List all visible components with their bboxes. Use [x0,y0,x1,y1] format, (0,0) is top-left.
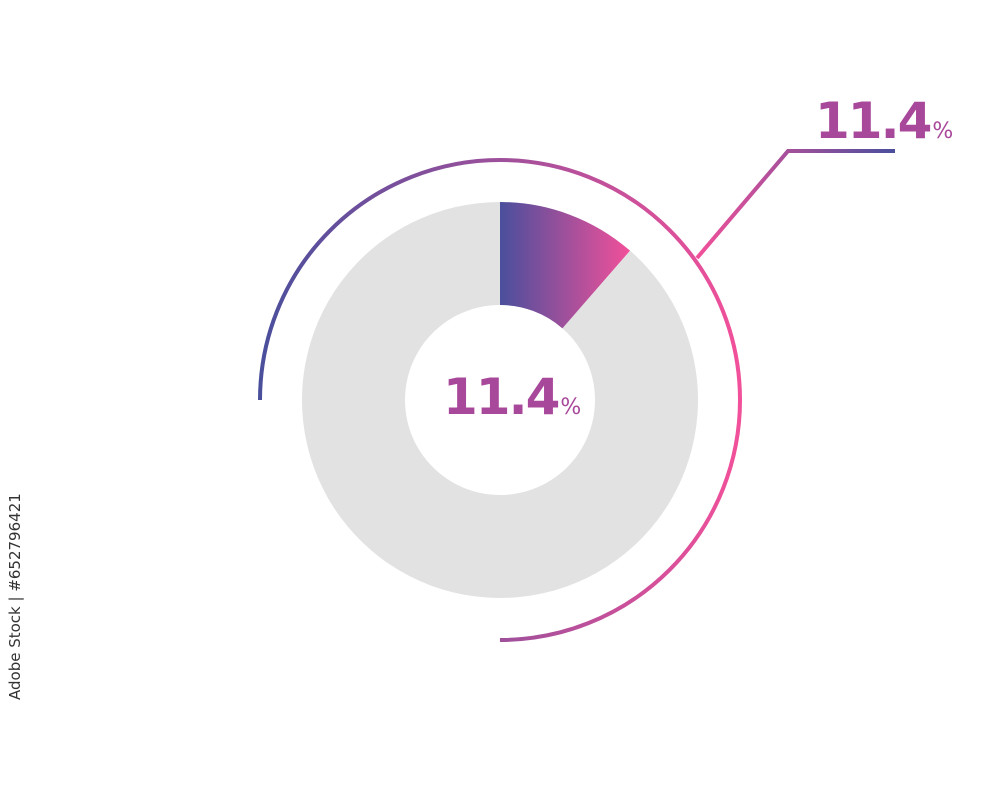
callout-value: 11.4 [815,92,932,150]
watermark: Adobe Stock | #652796421 [6,493,24,700]
donut-slice-highlight [500,202,631,329]
callout-percentage-label: 11.4% [815,92,953,150]
outer-progress-arc [258,158,742,642]
center-unit: % [560,395,581,420]
center-percentage-label: 11.4% [443,368,581,426]
callout-leader-line [695,149,895,260]
center-value: 11.4 [443,368,560,426]
donut-slice-remainder [301,202,698,599]
callout-unit: % [932,119,953,144]
